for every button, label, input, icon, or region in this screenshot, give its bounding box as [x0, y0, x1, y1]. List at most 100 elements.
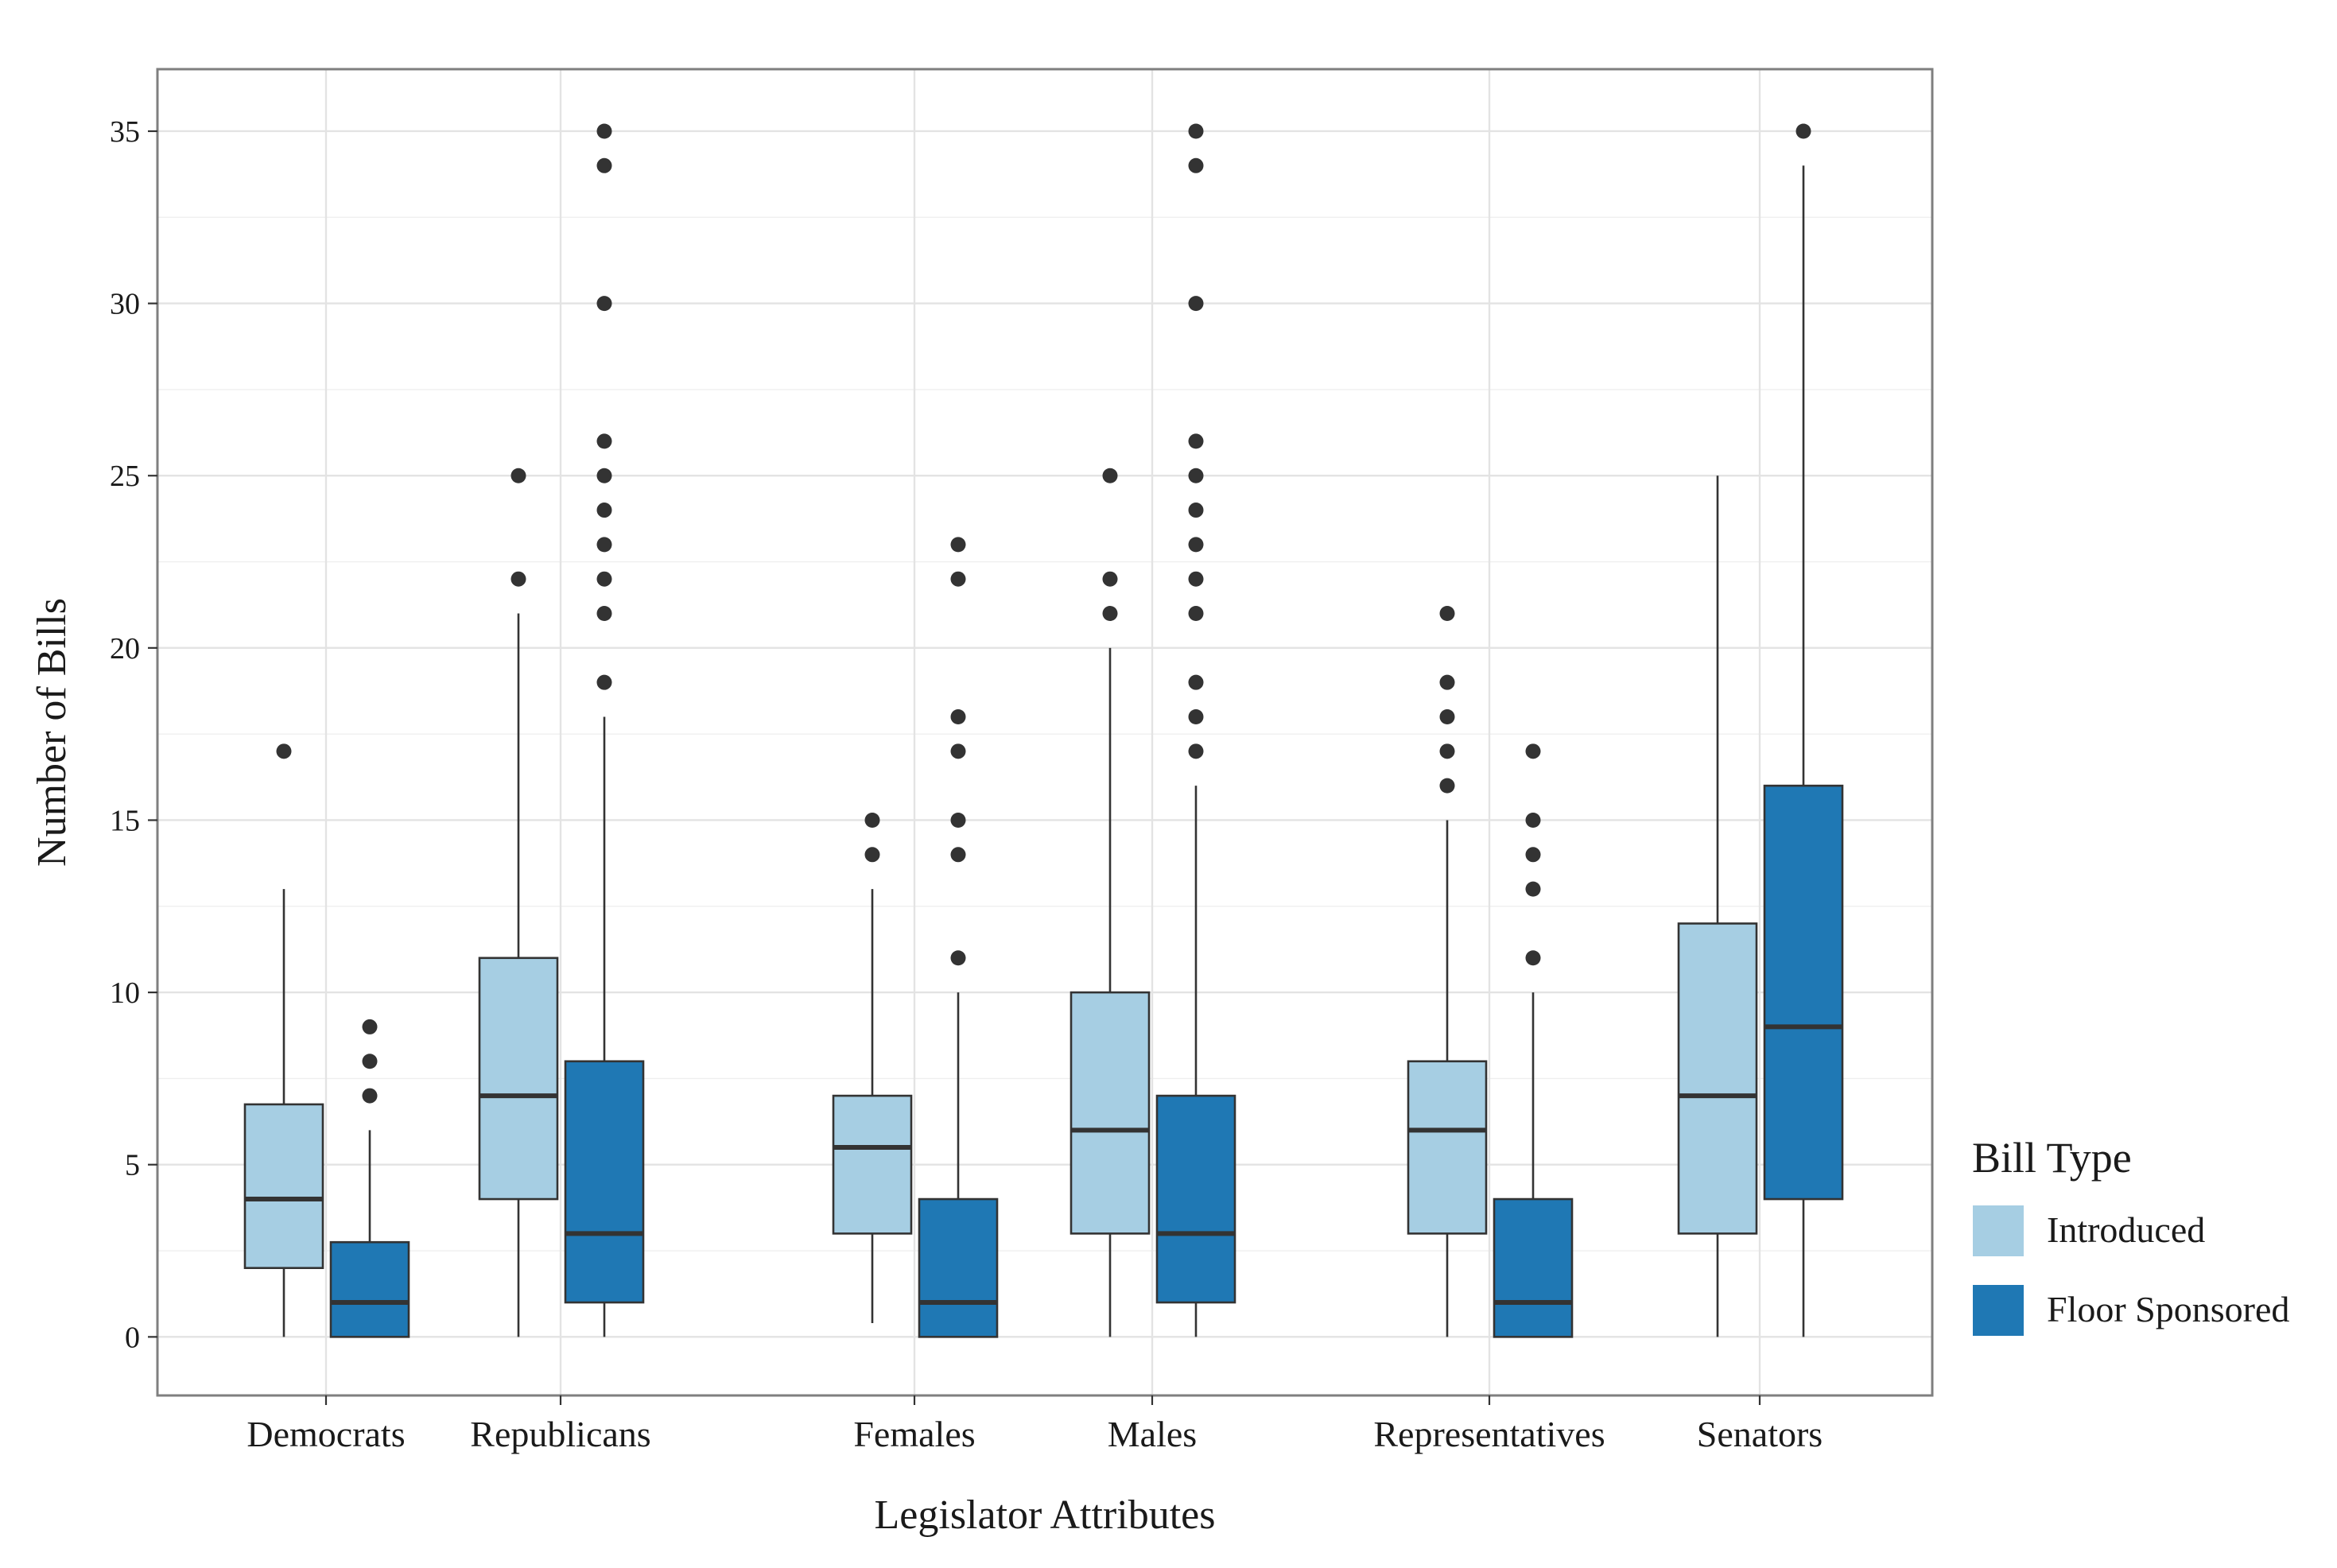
x-tick-label: Senators	[1697, 1414, 1823, 1454]
outlier-point	[950, 709, 966, 725]
legend-swatch	[1973, 1285, 2024, 1336]
outlier-point	[510, 571, 526, 587]
outlier-point	[276, 743, 292, 759]
outlier-point	[1188, 468, 1204, 483]
y-tick-label: 25	[110, 460, 140, 493]
outlier-point	[1525, 847, 1541, 863]
x-tick-label: Males	[1108, 1414, 1197, 1454]
box-senators-introduced	[1677, 475, 1758, 1337]
outlier-point	[1188, 606, 1204, 622]
outlier-point	[1188, 123, 1204, 139]
box-body	[1070, 991, 1151, 1235]
outlier-point	[950, 537, 966, 553]
outlier-point	[1102, 571, 1118, 587]
box-males-floor-sponsored	[1155, 123, 1236, 1337]
outlier-point	[1188, 157, 1204, 173]
outlier-point	[1439, 778, 1455, 794]
outlier-point	[362, 1019, 378, 1034]
outlier-point	[1439, 743, 1455, 759]
outlier-point	[596, 296, 612, 312]
box-body	[1763, 784, 1844, 1201]
outlier-point	[596, 674, 612, 690]
x-tick-label: Representatives	[1373, 1414, 1605, 1454]
outlier-point	[1188, 674, 1204, 690]
outlier-point	[596, 433, 612, 449]
box-females-floor-sponsored	[918, 537, 999, 1338]
legend-swatch	[1973, 1205, 2024, 1256]
outlier-point	[510, 468, 526, 483]
outlier-point	[864, 847, 880, 863]
axis-layer: 0 5 10 15 20 25 30 35 Democrats Republicans Female…	[110, 115, 1823, 1454]
outlier-point	[1439, 606, 1455, 622]
outlier-point	[1188, 537, 1204, 553]
legend-label: Floor Sponsored	[2047, 1289, 2289, 1329]
box-layer	[243, 123, 1844, 1338]
plot-panel-border	[156, 68, 1934, 1397]
y-tick-label: 35	[110, 115, 140, 149]
outlier-point	[950, 812, 966, 828]
y-tick-label: 15	[110, 804, 140, 837]
grid-layer	[157, 69, 1932, 1395]
y-tick-label: 30	[110, 288, 140, 321]
y-tick-label: 0	[125, 1321, 140, 1354]
outlier-point	[1102, 606, 1118, 622]
box-males-introduced	[1070, 468, 1151, 1337]
box-republicans-floor-sponsored	[564, 123, 645, 1337]
box-body	[478, 957, 559, 1201]
x-tick-label: Democrats	[247, 1414, 405, 1454]
outlier-point	[362, 1088, 378, 1104]
outlier-point	[1525, 743, 1541, 759]
box-body	[1407, 1060, 1488, 1235]
y-tick-label: 20	[110, 632, 140, 666]
outlier-point	[950, 950, 966, 966]
outlier-point	[596, 468, 612, 483]
y-axis-title: Number of Bills	[29, 598, 75, 867]
box-females-introduced	[832, 812, 913, 1324]
y-tick-label: 5	[125, 1149, 140, 1182]
outlier-point	[1439, 709, 1455, 725]
outlier-point	[596, 503, 612, 518]
x-tick-label: Females	[853, 1414, 975, 1454]
outlier-point	[1188, 709, 1204, 725]
outlier-point	[864, 812, 880, 828]
outlier-point	[950, 847, 966, 863]
outlier-point	[596, 537, 612, 553]
legend-label: Introduced	[2047, 1209, 2205, 1250]
outlier-point	[1188, 503, 1204, 518]
outlier-point	[1795, 123, 1811, 139]
box-body	[1493, 1197, 1574, 1338]
outlier-point	[950, 743, 966, 759]
outlier-point	[1525, 950, 1541, 966]
outlier-point	[1102, 468, 1118, 483]
outlier-point	[362, 1054, 378, 1069]
box-democrats-floor-sponsored	[329, 1019, 410, 1338]
box-body	[564, 1060, 645, 1304]
outlier-point	[596, 123, 612, 139]
box-body	[243, 1103, 324, 1269]
box-body	[1677, 922, 1758, 1235]
outlier-point	[1188, 571, 1204, 587]
box-body	[1155, 1094, 1236, 1304]
box-republicans-introduced	[478, 468, 559, 1337]
x-axis-title: Legislator Attributes	[875, 1492, 1216, 1538]
box-senators-floor-sponsored	[1763, 123, 1844, 1337]
box-body	[918, 1197, 999, 1338]
outlier-point	[1525, 881, 1541, 897]
x-tick-label: Republicans	[470, 1414, 650, 1454]
y-tick-label: 10	[110, 976, 140, 1010]
legend-entries: Introduced Floor Sponsored	[1973, 1205, 2289, 1336]
outlier-point	[1188, 743, 1204, 759]
box-representatives-introduced	[1407, 606, 1488, 1337]
box-representatives-floor-sponsored	[1493, 743, 1574, 1338]
outlier-point	[1525, 812, 1541, 828]
box-democrats-introduced	[243, 743, 324, 1337]
outlier-point	[1439, 674, 1455, 690]
legend-title: Bill Type	[1972, 1134, 2132, 1182]
outlier-point	[950, 571, 966, 587]
outlier-point	[1188, 433, 1204, 449]
box-body	[832, 1094, 913, 1235]
legend: Bill Type Introduced Floor Sponsored	[1972, 1134, 2289, 1336]
outlier-point	[596, 606, 612, 622]
